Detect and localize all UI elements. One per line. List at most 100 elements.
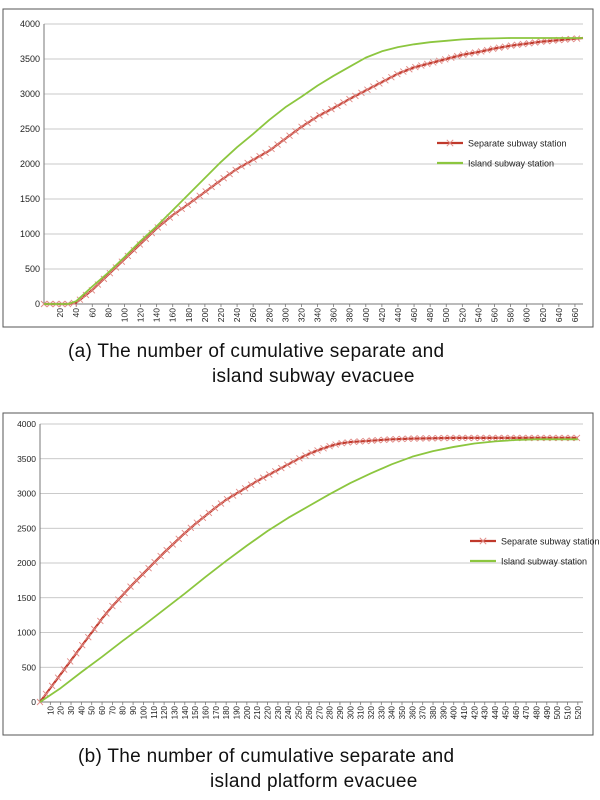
data-point-marker: [495, 434, 502, 442]
legend-label: Island subway station: [468, 159, 554, 169]
x-tick-label: 270: [315, 705, 324, 719]
data-point-marker: [471, 49, 479, 56]
data-point-marker: [169, 541, 177, 548]
data-point-marker: [316, 112, 323, 119]
x-tick-label: 260: [248, 308, 258, 322]
data-point-marker: [157, 552, 164, 560]
data-point-marker: [302, 452, 309, 459]
legend: Separate subway station Island subway sta…: [470, 537, 600, 567]
x-tick-label: 60: [98, 705, 107, 714]
data-point-marker: [459, 51, 467, 58]
data-point-marker: [370, 83, 377, 90]
data-point-marker: [394, 70, 401, 78]
data-point-marker: [187, 524, 195, 532]
data-point-marker: [350, 438, 358, 446]
x-tick-label: 540: [473, 308, 483, 322]
x-tick-label: 200: [200, 308, 210, 322]
data-point-marker: [411, 63, 419, 71]
x-tick-label: 130: [170, 705, 179, 719]
x-tick-label: 340: [388, 705, 397, 719]
data-point-marker: [422, 435, 430, 442]
x-tick-label: 450: [501, 705, 510, 719]
data-point-marker: [406, 65, 413, 73]
x-tick-label: 200: [243, 705, 252, 719]
data-point-marker: [358, 89, 365, 97]
legend-marker: [446, 139, 454, 147]
data-point-marker: [380, 436, 388, 444]
y-tick-label: 4000: [17, 419, 36, 429]
data-point-marker: [338, 439, 345, 447]
data-point-marker: [223, 495, 231, 503]
x-tick-label: 460: [512, 705, 521, 719]
data-point-marker: [477, 434, 484, 442]
x-tick-label: 210: [253, 705, 262, 719]
data-point-marker: [434, 434, 442, 442]
data-point-marker: [130, 246, 138, 254]
legend-label: Separate subway station: [501, 537, 600, 547]
data-point-marker: [310, 115, 317, 123]
x-tick-label: 380: [345, 308, 355, 322]
x-tick-label: 260: [305, 705, 314, 719]
data-point-marker: [519, 40, 527, 48]
x-tick-label: 340: [313, 308, 323, 322]
data-point-marker: [115, 596, 122, 603]
data-point-marker: [428, 434, 436, 442]
x-tick-label: 400: [361, 308, 371, 322]
y-tick-label: 500: [25, 264, 40, 274]
data-point-marker: [145, 564, 152, 572]
data-point-marker: [214, 179, 221, 186]
data-point-marker: [241, 484, 249, 492]
data-point-marker: [400, 68, 407, 75]
data-point-marker: [495, 44, 503, 52]
data-point-marker: [133, 577, 140, 584]
x-tick-label: 230: [274, 705, 283, 719]
data-point-marker: [525, 39, 533, 47]
data-point-marker: [410, 435, 418, 442]
x-tick-label: 640: [554, 308, 564, 322]
data-point-marker: [398, 435, 406, 443]
x-tick-label: 240: [284, 705, 293, 719]
data-point-marker: [429, 59, 437, 66]
data-point-marker: [404, 435, 412, 443]
data-point-marker: [97, 617, 104, 625]
y-tick-label: 2000: [20, 159, 40, 169]
x-tick-label: 480: [532, 705, 541, 719]
data-point-marker: [232, 166, 239, 174]
data-point-marker: [489, 45, 497, 53]
y-tick-label: 3000: [17, 489, 36, 499]
series-line: [39, 438, 578, 703]
data-point-marker: [112, 264, 120, 271]
x-tick-label: 390: [439, 705, 448, 719]
data-point-marker: [344, 439, 352, 446]
data-point-marker: [238, 163, 245, 170]
series-island: [44, 37, 583, 305]
data-point-marker: [127, 583, 134, 590]
x-tick-label: 290: [336, 705, 345, 719]
data-point-marker: [298, 123, 305, 131]
data-point-marker: [193, 519, 201, 527]
data-point-marker: [178, 205, 186, 213]
data-point-marker: [465, 50, 473, 57]
data-point-marker: [250, 156, 257, 163]
data-point-marker: [202, 188, 210, 195]
x-tick-label: 520: [574, 705, 583, 719]
data-point-marker: [208, 183, 216, 191]
y-tick-label: 1500: [17, 593, 36, 603]
data-point-marker: [374, 436, 382, 444]
data-point-marker: [446, 434, 454, 442]
data-point-marker: [292, 127, 299, 135]
data-point-marker: [163, 546, 171, 554]
data-point-marker: [328, 105, 335, 113]
data-point-marker: [386, 436, 394, 443]
x-tick-label: 240: [232, 308, 242, 322]
y-tick-label: 1000: [17, 628, 36, 638]
x-tick-label: 300: [346, 705, 355, 719]
x-tick-label: 520: [457, 308, 467, 322]
data-point-marker: [235, 488, 243, 496]
x-tick-label: 380: [429, 705, 438, 719]
caption-b-line1: (b) The number of cumulative separate an…: [78, 746, 455, 767]
data-point-marker: [265, 471, 273, 478]
legend-label: Island subway station: [501, 557, 587, 567]
data-point-marker: [447, 54, 455, 62]
x-tick-label: 220: [216, 308, 226, 322]
